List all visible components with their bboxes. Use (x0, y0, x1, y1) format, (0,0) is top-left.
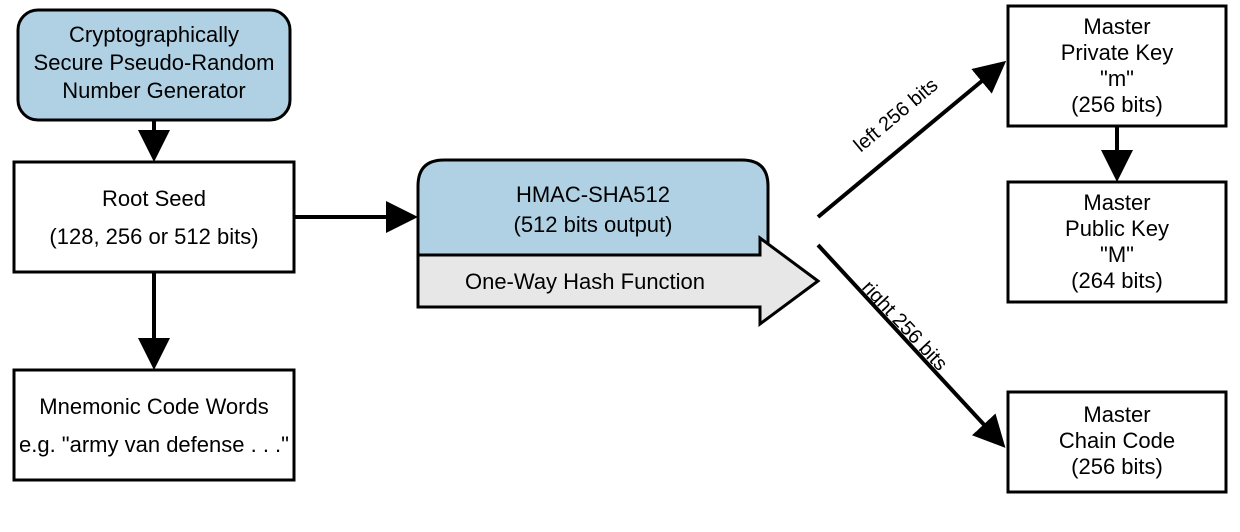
node-chain-code: Master Chain Code (256 bits) (1008, 392, 1226, 492)
node-chain-line3: (256 bits) (1071, 454, 1163, 479)
node-csprng-line3: Number Generator (62, 78, 245, 103)
node-csprng: Cryptographically Secure Pseudo-Random N… (18, 10, 290, 120)
node-pubkey-line4: (264 bits) (1071, 268, 1163, 293)
node-pubkey-line1: Master (1083, 190, 1150, 215)
node-public-key: Master Public Key "M" (264 bits) (1008, 182, 1226, 302)
node-privkey-line3: "m" (1100, 66, 1134, 91)
node-csprng-line1: Cryptographically (69, 22, 239, 47)
node-private-key: Master Private Key "m" (256 bits) (1008, 6, 1226, 126)
node-root-seed-line1: Root Seed (102, 186, 206, 211)
node-hmac-line1: HMAC-SHA512 (516, 182, 670, 207)
flowchart-canvas: left 256 bits right 256 bits Cryptograph… (0, 0, 1240, 532)
node-hmac: HMAC-SHA512 (512 bits output) (418, 160, 768, 255)
node-hmac-line2: (512 bits output) (514, 212, 673, 237)
node-hash-arrow-label: One-Way Hash Function (465, 269, 705, 294)
node-mnemonic: Mnemonic Code Words e.g. "army van defen… (14, 370, 294, 480)
node-pubkey-line3: "M" (1100, 242, 1134, 267)
edge-label-left-bits: left 256 bits (850, 74, 943, 157)
node-privkey-line4: (256 bits) (1071, 92, 1163, 117)
node-privkey-line1: Master (1083, 14, 1150, 39)
node-chain-line2: Chain Code (1059, 428, 1175, 453)
node-root-seed: Root Seed (128, 256 or 512 bits) (14, 162, 294, 272)
edge-hmac-privkey (818, 66, 1000, 217)
edge-label-right-bits: right 256 bits (857, 277, 951, 376)
node-mnemonic-line2: e.g. "army van defense . . ." (19, 432, 289, 457)
node-csprng-line2: Secure Pseudo-Random (34, 50, 275, 75)
node-chain-line1: Master (1083, 402, 1150, 427)
node-privkey-line2: Private Key (1061, 40, 1174, 65)
node-pubkey-line2: Public Key (1065, 216, 1169, 241)
node-root-seed-line2: (128, 256 or 512 bits) (49, 224, 258, 249)
node-mnemonic-line1: Mnemonic Code Words (39, 394, 268, 419)
